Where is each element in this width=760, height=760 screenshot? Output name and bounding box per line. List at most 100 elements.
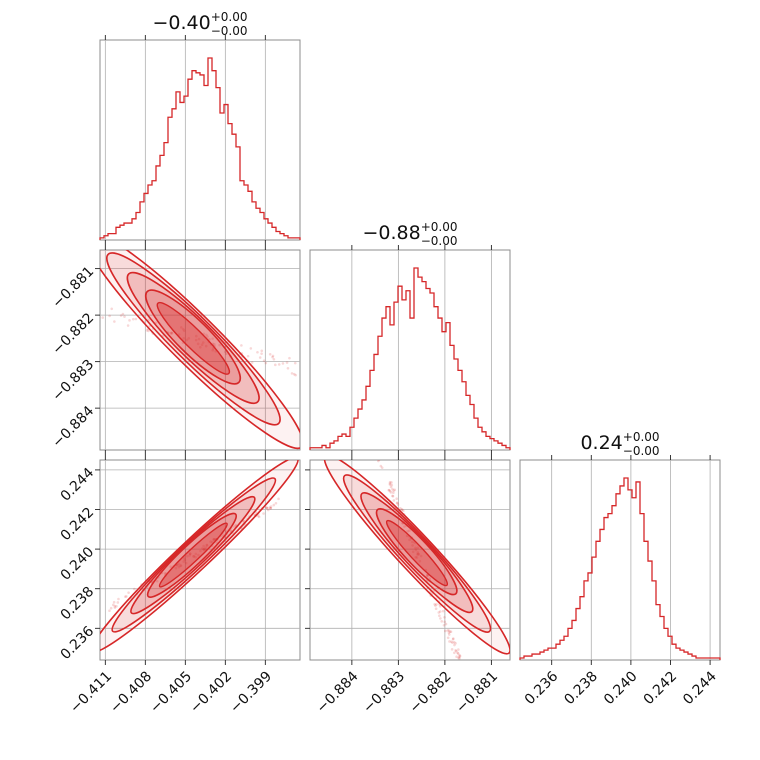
scatter-point <box>271 354 275 358</box>
scatter-point <box>100 316 101 319</box>
contour-content-0 <box>82 250 339 450</box>
scatter-point <box>265 506 268 509</box>
scatter-point <box>390 483 394 487</box>
scatter-point <box>393 488 397 492</box>
scatter-point <box>272 357 276 361</box>
scatter-point <box>326 377 329 380</box>
scatter-point <box>419 554 423 558</box>
histogram-panel-0: −0.40+0.00−0.00 <box>99 10 301 245</box>
scatter-point <box>258 356 262 359</box>
scatter-point <box>82 299 85 302</box>
scatter-point <box>109 606 113 610</box>
scatter-point <box>311 363 314 366</box>
scatter-point <box>416 552 420 556</box>
scatter-point <box>281 362 285 365</box>
scatter-point <box>302 365 305 368</box>
scatter-point <box>177 333 181 336</box>
histogram-panel-1: −0.88+0.00−0.00 <box>309 220 511 455</box>
scatter-point <box>317 378 320 381</box>
contour-panel-1: −0.411−0.408−0.405−0.402−0.399 0.2440.242… <box>58 455 301 716</box>
scatter-point <box>194 338 198 342</box>
scatter-point <box>115 604 118 608</box>
scatter-point <box>182 556 186 560</box>
scatter-point <box>134 317 138 321</box>
scatter-point <box>414 548 418 552</box>
scatter-point <box>438 605 442 608</box>
scatter-point <box>448 640 451 643</box>
scatter-point <box>443 620 447 624</box>
scatter-point <box>202 544 205 548</box>
scatter-point <box>218 343 221 347</box>
scatter-point <box>181 327 185 331</box>
hist-2-x-tick-label-1: 0.238 <box>561 668 601 708</box>
scatter-point <box>205 544 209 547</box>
scatter-point <box>395 501 399 505</box>
histogram-panel-2: 0.236 0.238 0.240 0.242 0.244 0.24+0.00−0.00 <box>519 430 721 708</box>
scatter-point <box>123 595 127 598</box>
scatter-point <box>392 489 395 492</box>
scatter-point <box>286 366 290 370</box>
scatter-point <box>169 332 173 335</box>
contour-panel-0: −0.881−0.882−0.883−0.884 <box>49 245 339 455</box>
scatter-point <box>441 609 445 613</box>
contour-content-2 <box>323 455 510 660</box>
scatter-point <box>425 573 429 577</box>
title-plus: +0.00 <box>623 430 660 444</box>
scatter-point <box>305 370 308 373</box>
scatter-point <box>377 460 381 461</box>
scatter-point <box>399 506 402 510</box>
scatter-point <box>249 347 253 350</box>
scatter-point <box>438 610 442 613</box>
scatter-point <box>170 331 174 335</box>
scatter-point <box>438 614 441 618</box>
scatter-point <box>435 603 438 606</box>
scatter-point <box>177 565 181 569</box>
scatter-point <box>84 303 87 306</box>
scatter-point <box>388 488 391 492</box>
scatter-point <box>294 373 297 377</box>
scatter-point <box>274 501 278 505</box>
pair-0-y-tick-label-3: −0.884 <box>49 403 97 451</box>
hist-2-x-tick-label-4: 0.244 <box>680 668 720 708</box>
scatter-point <box>302 364 305 367</box>
scatter-point <box>179 564 182 568</box>
scatter-point <box>200 343 204 347</box>
scatter-point <box>155 579 159 583</box>
scatter-point <box>414 556 418 559</box>
scatter-point <box>448 630 452 634</box>
pair-1-y-tick-label-1: 0.242 <box>58 504 98 544</box>
pair-0-y-tick-label-0: −0.881 <box>49 264 97 312</box>
scatter-point <box>174 566 178 570</box>
pair-2-x-tick-label-0: −0.884 <box>314 668 362 716</box>
scatter-point <box>392 499 396 502</box>
scatter-point <box>434 607 438 611</box>
scatter-point <box>411 550 415 554</box>
scatter-point <box>388 483 392 486</box>
scatter-point <box>268 506 271 509</box>
contour-level-3 <box>144 289 242 385</box>
scatter-point <box>147 329 150 333</box>
scatter-point <box>131 317 135 321</box>
scatter-point <box>277 363 281 366</box>
scatter-point <box>411 544 414 547</box>
contour-core <box>156 301 231 375</box>
scatter-point <box>257 514 260 518</box>
title-plus: +0.00 <box>211 10 248 24</box>
scatter-point <box>204 546 207 549</box>
scatter-point <box>442 623 446 627</box>
contour-level-2 <box>126 271 260 405</box>
scatter-point <box>293 361 297 365</box>
contour-level-2 <box>130 495 256 615</box>
scatter-point <box>182 560 186 563</box>
scatter-point <box>456 651 459 655</box>
panel-frame <box>99 39 301 241</box>
scatter-point <box>169 565 173 569</box>
scatter-point <box>212 537 216 541</box>
scatter-point <box>336 374 339 377</box>
title-plus: +0.00 <box>421 220 458 234</box>
pair-1-y-tick-label-0: 0.244 <box>58 465 98 505</box>
scatter-point <box>203 547 206 551</box>
histogram-steps-2 <box>519 477 721 660</box>
scatter-point <box>374 455 377 458</box>
scatter-point <box>205 543 209 547</box>
